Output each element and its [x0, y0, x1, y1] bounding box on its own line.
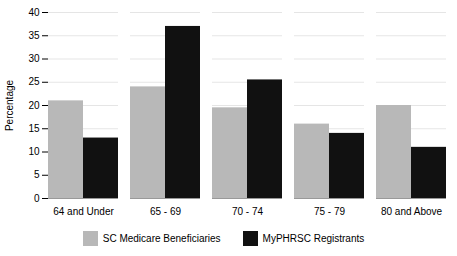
svg-text:40: 40 [28, 7, 40, 18]
svg-text:70 - 74: 70 - 74 [232, 206, 264, 217]
html-text:MyPHRSC Registrants: MyPHRSC Registrants [262, 233, 365, 244]
svg-text:0: 0 [34, 193, 40, 204]
html-text:SC Medicare Beneficiaries: SC Medicare Beneficiaries [102, 233, 221, 244]
svg-text:80 and Above: 80 and Above [381, 206, 443, 217]
svg-text:65 - 69: 65 - 69 [150, 206, 182, 217]
svg-text:25: 25 [28, 76, 40, 87]
svg-text:15: 15 [28, 123, 40, 134]
svg-text:35: 35 [28, 30, 40, 41]
svg-text:10: 10 [28, 146, 40, 157]
svg-text:64 and Under: 64 and Under [53, 206, 114, 217]
svg-text:30: 30 [28, 53, 40, 64]
svg-text:Percentage: Percentage [4, 79, 15, 131]
svg-text:20: 20 [28, 100, 40, 111]
svg-text:75 - 79: 75 - 79 [314, 206, 346, 217]
svg-text:5: 5 [34, 169, 40, 180]
